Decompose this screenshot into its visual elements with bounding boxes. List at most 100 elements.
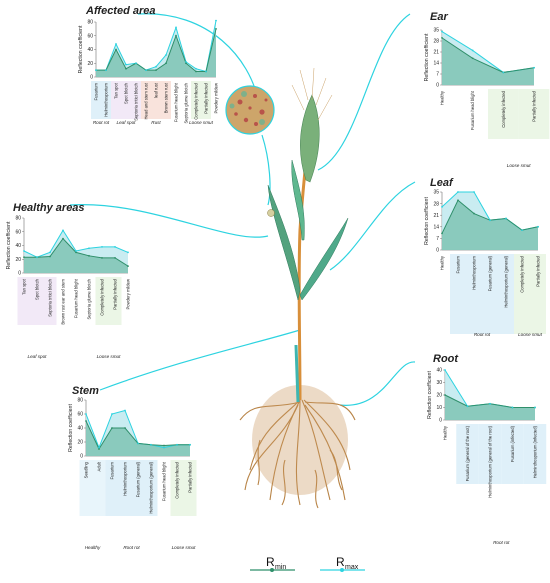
point-rmax-stem xyxy=(98,446,100,449)
category-band-affected xyxy=(141,81,151,119)
leaf-left xyxy=(267,184,301,301)
category-band-affected xyxy=(201,81,211,119)
point-rmax-stem xyxy=(189,443,191,446)
category-band-leaf xyxy=(466,254,482,334)
y-tick-label-root: 0 xyxy=(439,418,442,424)
category-label-root-fusarium-general-of-the-root: Fusarium (general of the root) xyxy=(465,425,470,481)
point-rmax-healthy xyxy=(49,251,51,254)
point-rmax-healthy xyxy=(36,256,38,259)
category-band-healthy xyxy=(30,277,44,325)
category-band-affected xyxy=(161,81,171,119)
category-band-affected xyxy=(191,81,201,119)
chart-stem: Stem Reflection coefficient 0 20 40 60 80 Seedl… xyxy=(68,385,197,550)
legend-rmax-sub: max xyxy=(345,564,359,571)
category-band-root xyxy=(478,424,502,484)
category-band-stem xyxy=(183,460,197,516)
point-rmax-affected xyxy=(105,69,107,72)
y-tick-label-affected: 40 xyxy=(87,47,93,53)
category-band-stem xyxy=(131,460,145,516)
y-tick-label-root: 40 xyxy=(436,368,442,374)
category-label-root-fusarium-infected: Fusarium (infected) xyxy=(510,425,515,462)
category-band-stem xyxy=(92,460,106,516)
y-tick-label-stem: 0 xyxy=(80,454,83,460)
point-rmin-healthy xyxy=(101,256,103,259)
y-axis-label-root: Reflection coefficient xyxy=(427,371,433,419)
group-label-stem-root-rot: Root rot xyxy=(123,545,140,550)
chart-affected-area: Affected area Reflection coefficient 0 20 40… xyxy=(78,5,219,125)
category-label-healthy-septoria-glume-blotch: Septoria glume blotch xyxy=(87,278,92,319)
y-axis-label-healthy: Reflection coefficient xyxy=(6,221,12,269)
category-label-affected-septoria-tritici-blotch: Septoria tritici blotch xyxy=(134,82,139,120)
point-rmax-leaf xyxy=(473,191,475,193)
category-band-healthy xyxy=(17,277,31,325)
category-label-stem-seedling: Seedling xyxy=(84,461,89,478)
group-label-affected-leaf-spot: Leaf spot xyxy=(117,120,137,125)
category-band-root xyxy=(456,424,479,484)
chart-leaf: Leaf Reflection coefficient 0 7 14 21 28 35 Heal… xyxy=(424,177,546,337)
category-label-affected-helminthosporium: Helminthosporium xyxy=(104,82,109,116)
roots xyxy=(239,399,356,509)
category-label-stem-completely-infected: Completely infected xyxy=(175,461,180,498)
area-rmin-leaf xyxy=(442,200,538,250)
category-label-ear-completely-infected: Completely infected xyxy=(501,90,506,127)
category-label-stem-partially-infected: Partially infected xyxy=(188,461,193,492)
connector-lines xyxy=(69,13,416,406)
point-rmax-ear xyxy=(441,30,443,33)
area-rmin-healthy xyxy=(24,238,128,273)
category-band-stem xyxy=(118,460,132,516)
category-label-root-healthy: Healthy xyxy=(443,425,448,440)
point-rmax-root xyxy=(466,405,469,408)
category-band-stem xyxy=(105,460,119,516)
group-label-ear-loose-smut: Loose smut xyxy=(507,163,531,168)
point-rmin-leaf xyxy=(457,199,459,202)
group-label-healthy-leaf-spot: Leaf spot xyxy=(28,354,48,359)
point-rmin-healthy xyxy=(23,256,25,259)
category-label-stem-helminthosporium-general: Helminthosporium (general) xyxy=(149,461,154,513)
category-label-stem-fusarium: Fusarium xyxy=(110,461,115,479)
category-label-stem-helminthosporium: Helminthosporium xyxy=(123,461,128,495)
category-band-affected xyxy=(131,81,141,119)
group-label-stem-healthy: Healthy xyxy=(85,545,101,550)
point-rmin-affected xyxy=(195,70,197,73)
category-label-affected-fusarium: Fusarium xyxy=(94,82,99,100)
y-tick-label-root: 20 xyxy=(436,393,442,399)
category-band-affected xyxy=(111,81,121,119)
category-band-affected xyxy=(101,81,111,119)
category-band-root xyxy=(523,424,547,484)
point-rmax-root xyxy=(489,402,491,405)
point-rmax-stem xyxy=(85,413,87,415)
y-tick-label-ear: 28 xyxy=(433,39,439,45)
y-tick-label-leaf: 14 xyxy=(433,225,439,231)
y-tick-label-root: 30 xyxy=(436,380,442,386)
category-band-stem xyxy=(79,460,93,516)
point-rmax-healthy xyxy=(127,251,129,254)
lesion-green-patches xyxy=(229,91,265,125)
point-rmax-healthy xyxy=(23,250,25,252)
group-label-affected-root-rot: Root rot xyxy=(93,120,110,125)
point-rmax-affected xyxy=(145,69,147,72)
chart-title-root: Root xyxy=(433,353,459,365)
legend: R min R max xyxy=(250,555,365,572)
point-rmax-affected xyxy=(115,43,117,45)
point-rmin-affected xyxy=(125,67,127,70)
y-tick-label-stem: 20 xyxy=(77,440,83,446)
y-tick-label-healthy: 60 xyxy=(15,229,21,235)
point-rmax-leaf xyxy=(489,219,491,222)
category-band-affected xyxy=(121,81,131,119)
chart-ear: Ear Reflection coefficient 0 7 14 21 28 35 Healt… xyxy=(424,11,550,168)
awns xyxy=(291,67,333,121)
category-label-stem-fusarium-head-blight: Fusarium head blight xyxy=(162,461,167,501)
category-label-healthy-completely-infected: Completely infected xyxy=(100,278,105,315)
line-rmax-stem xyxy=(85,409,190,449)
point-rmin-healthy xyxy=(127,265,129,268)
category-label-healthy-brown-rust-ear-and-stem: Brown rust ear and stem xyxy=(61,278,66,324)
category-label-affected-tan-spot: Tan spot xyxy=(114,82,119,99)
legend-rmin-sub: min xyxy=(275,564,286,571)
point-rmax-stem xyxy=(150,443,152,446)
point-rmax-affected xyxy=(215,19,217,22)
group-label-leaf-root-rot: Root rot xyxy=(474,332,491,337)
category-band-leaf xyxy=(482,254,498,334)
point-rmax-leaf xyxy=(505,217,507,220)
point-rmax-healthy xyxy=(75,250,77,252)
chart-title-stem: Stem xyxy=(72,385,99,397)
